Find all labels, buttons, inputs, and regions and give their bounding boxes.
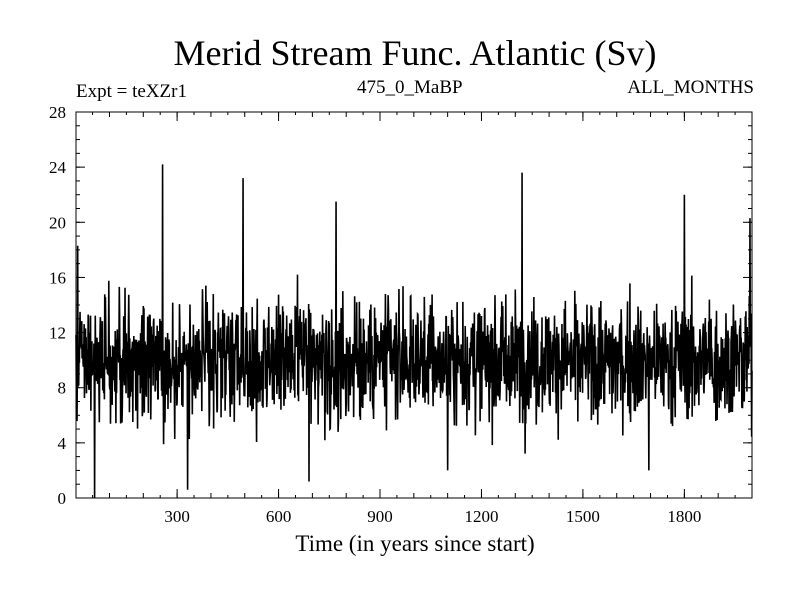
y-tick-label: 16 xyxy=(49,268,66,287)
x-tick-label: 1200 xyxy=(464,507,498,526)
x-tick-label: 1500 xyxy=(566,507,600,526)
x-axis-label: Time (in years since start) xyxy=(295,531,535,556)
y-tick-label: 12 xyxy=(49,324,66,343)
y-tick-label: 24 xyxy=(49,158,67,177)
months-label: ALL_MONTHS xyxy=(627,77,754,98)
axis-ticks xyxy=(76,111,752,499)
x-tick-label: 600 xyxy=(266,507,292,526)
y-tick-label: 28 xyxy=(49,103,66,122)
y-tick-label: 8 xyxy=(58,379,67,398)
tick-labels: 300 600 900 1200 1500 1800 0 4 8 12 16 20 24 28 xyxy=(49,103,701,526)
x-tick-label: 1800 xyxy=(667,507,701,526)
y-tick-label: 20 xyxy=(49,213,66,232)
series-line xyxy=(75,164,753,499)
experiment-label: Expt = teXZr1 xyxy=(76,81,187,102)
x-tick-label: 900 xyxy=(367,507,393,526)
run-label: 475_0_MaBP xyxy=(357,77,463,98)
chart-title: Merid Stream Func. Atlantic (Sv) xyxy=(173,33,657,73)
plot-frame xyxy=(75,111,753,499)
y-tick-label: 0 xyxy=(58,489,67,508)
y-tick-label: 4 xyxy=(58,434,67,453)
x-tick-label: 300 xyxy=(164,507,190,526)
